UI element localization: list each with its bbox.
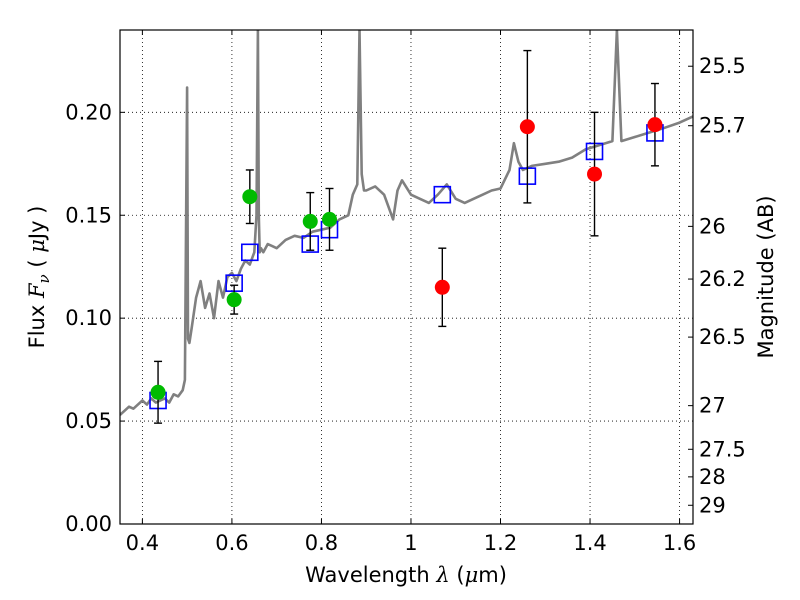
plot-area — [120, 30, 693, 424]
photometry-point — [519, 119, 535, 135]
x-tick-label: 0.4 — [126, 531, 159, 555]
x-tick-label: 1.6 — [663, 531, 696, 555]
y-axis-label-right: Magnitude (AB) — [754, 195, 778, 358]
photometry-point — [434, 279, 450, 295]
x-axis-label: Wavelength λ (μm) — [305, 563, 507, 587]
magnitude-tick-label: 28 — [699, 465, 726, 489]
model-photometry-square — [433, 185, 452, 204]
magnitude-tick-label: 27.5 — [699, 437, 746, 461]
x-tick-label: 0.6 — [215, 531, 248, 555]
spectrum-line — [120, 30, 693, 416]
y-tick-label: 0.00 — [65, 512, 112, 536]
x-tick-label: 1.4 — [573, 531, 606, 555]
magnitude-tick-label: 26.2 — [699, 267, 746, 291]
magnitude-tick-label: 26 — [699, 214, 726, 238]
photometry-point — [647, 117, 663, 133]
magnitude-tick-label: 26.5 — [699, 325, 746, 349]
x-tick-label: 1.2 — [484, 531, 517, 555]
model-photometry-square — [241, 243, 259, 262]
x-tick-label: 0.8 — [305, 531, 338, 555]
magnitude-tick-label: 29 — [699, 493, 726, 517]
magnitude-tick-label: 25.7 — [699, 114, 746, 138]
plot-frame — [119, 29, 694, 525]
x-tick-label: 1 — [404, 531, 417, 555]
y-tick-label: 0.15 — [65, 203, 112, 227]
y-tick-label: 0.05 — [65, 409, 112, 433]
photometry-point — [150, 384, 166, 400]
photometry-point — [242, 189, 258, 205]
axes: 0.4 0.6 0.8 1 1.2 1.4 1.6 0.00 0.05 0.10 0.15 0.20 2… — [65, 30, 746, 555]
photometry-point — [302, 213, 318, 229]
magnitude-tick-label: 25.5 — [699, 54, 746, 78]
photometry-point — [587, 166, 603, 182]
photometry-point — [226, 292, 242, 308]
photometry-point — [322, 211, 338, 227]
y-tick-label: 0.20 — [65, 100, 112, 124]
magnitude-tick-label: 27 — [699, 394, 726, 418]
y-axis-label-left: Flux Fν ( μJy ) — [25, 206, 53, 349]
y-tick-label: 0.10 — [65, 306, 112, 330]
